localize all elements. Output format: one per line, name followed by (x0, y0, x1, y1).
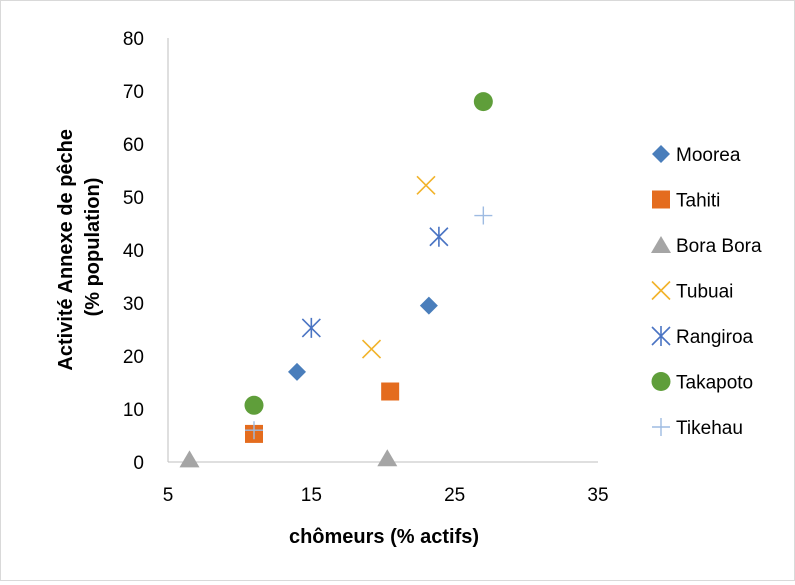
legend-label-tahiti: Tahiti (676, 191, 720, 212)
data-points (179, 92, 493, 468)
point-moorea (288, 362, 306, 381)
legend-item-tikehau: Tikehau (652, 418, 743, 439)
legend-item-bora-bora: Bora Bora (651, 236, 762, 257)
point-bora-bora (377, 449, 398, 467)
legend-item-tubuai: Tubuai (651, 280, 733, 303)
legend-label-takapoto: Takapoto (676, 373, 753, 394)
y-tick-label: 20 (123, 347, 144, 368)
point-bora-bora (179, 450, 200, 468)
point-takapoto (244, 395, 264, 415)
legend-item-takapoto: Takapoto (651, 372, 753, 394)
x-tick-label: 5 (163, 485, 174, 506)
legend-label-tikehau: Tikehau (676, 418, 743, 439)
y-axis-title-line-1: Activité Annexe de pêche (55, 129, 77, 371)
legend-marker-bora-bora (651, 236, 671, 253)
y-tick-label: 50 (123, 188, 144, 209)
y-tick-label: 10 (123, 400, 144, 421)
legend-marker-takapoto (651, 372, 671, 391)
point-tubuai (416, 175, 436, 195)
point-rangiroa (429, 226, 449, 247)
legend-label-tubuai: Tubuai (676, 282, 733, 303)
legend-marker-tikehau (652, 418, 670, 436)
legend-marker-moorea (652, 145, 670, 163)
y-tick-label: 30 (123, 294, 144, 315)
x-tick-label: 15 (301, 485, 322, 506)
legend-item-moorea: Moorea (652, 145, 741, 166)
legend-label-rangiroa: Rangiroa (676, 327, 754, 348)
x-tick-label: 35 (587, 485, 608, 506)
legend-marker-tubuai (651, 280, 671, 301)
y-tick-label: 40 (123, 241, 144, 262)
legend-marker-rangiroa (651, 326, 671, 346)
tick-labels: 0 10 20 30 40 50 60 70 80 5 15 25 35 (123, 29, 609, 506)
legend-label-moorea: Moorea (676, 145, 741, 166)
point-rangiroa (301, 317, 321, 338)
point-takapoto (473, 92, 493, 112)
y-tick-label: 70 (123, 82, 144, 103)
y-tick-label: 60 (123, 135, 144, 156)
point-tikehau (245, 421, 263, 440)
legend: Moorea Tahiti Bora Bora Tubuai Rangiroa Takap… (651, 145, 762, 439)
x-tick-label: 25 (444, 485, 465, 506)
legend-label-bora-bora: Bora Bora (676, 236, 762, 257)
x-axis-title: chômeurs (% actifs) (289, 526, 479, 548)
point-tubuai (361, 339, 382, 359)
y-axis-title: Activité Annexe de pêche (% population) (55, 123, 104, 370)
y-axis-title-line-2: (% population) (82, 178, 104, 317)
legend-item-tahiti: Tahiti (652, 190, 720, 212)
point-moorea (419, 296, 438, 315)
point-tahiti (381, 382, 400, 401)
legend-marker-tahiti (652, 190, 670, 209)
y-tick-label: 0 (133, 453, 144, 474)
point-tikehau (474, 206, 493, 225)
legend-item-rangiroa: Rangiroa (651, 326, 754, 348)
y-tick-label: 80 (123, 29, 144, 50)
